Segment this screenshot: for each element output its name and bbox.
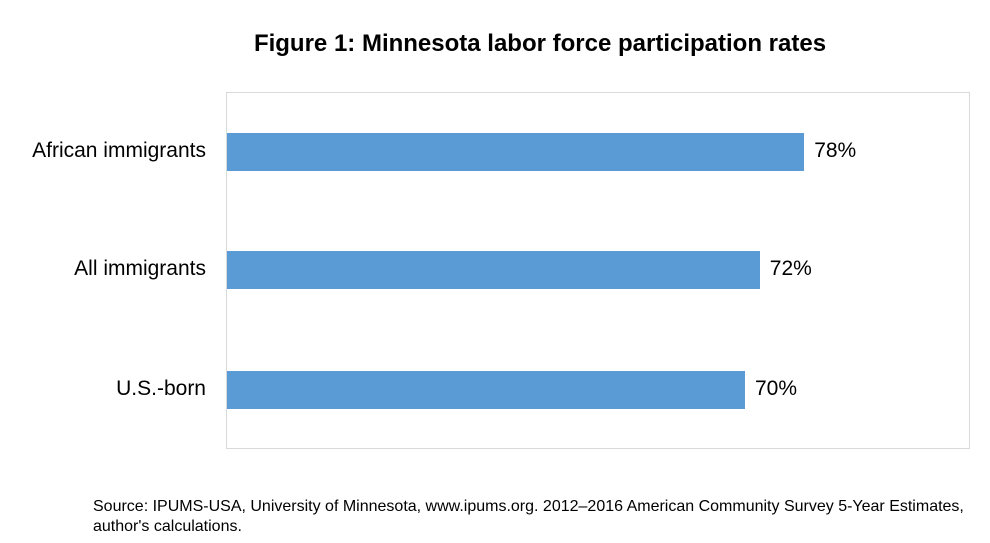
data-label: 72% bbox=[769, 257, 812, 280]
bar bbox=[227, 371, 745, 409]
chart-title: Figure 1: Minnesota labor force particip… bbox=[253, 30, 827, 57]
category-label: U.S.-born bbox=[116, 377, 206, 400]
bar bbox=[227, 251, 760, 289]
category-label: All immigrants bbox=[74, 257, 206, 280]
bar bbox=[227, 133, 805, 171]
category-label: African immigrants bbox=[32, 139, 206, 162]
data-label: 78% bbox=[814, 139, 857, 162]
plot-area bbox=[226, 92, 970, 449]
data-label: 70% bbox=[755, 377, 798, 400]
source-note: Source: IPUMS-USA, University of Minneso… bbox=[93, 498, 964, 535]
